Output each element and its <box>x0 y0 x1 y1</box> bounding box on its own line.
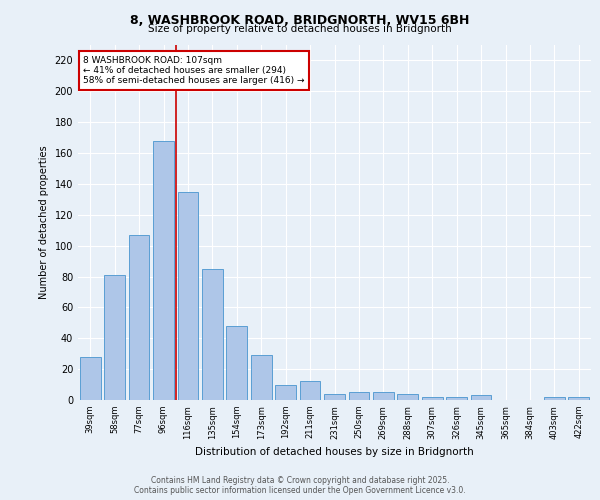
Text: 8 WASHBROOK ROAD: 107sqm
← 41% of detached houses are smaller (294)
58% of semi-: 8 WASHBROOK ROAD: 107sqm ← 41% of detach… <box>83 56 305 86</box>
Bar <box>397 394 418 400</box>
Bar <box>349 392 370 400</box>
Bar <box>275 384 296 400</box>
Bar <box>128 235 149 400</box>
Bar <box>153 140 174 400</box>
Text: 8, WASHBROOK ROAD, BRIDGNORTH, WV15 6BH: 8, WASHBROOK ROAD, BRIDGNORTH, WV15 6BH <box>130 14 470 27</box>
Bar <box>251 355 272 400</box>
X-axis label: Distribution of detached houses by size in Bridgnorth: Distribution of detached houses by size … <box>195 447 474 457</box>
Bar <box>422 397 443 400</box>
Bar <box>202 269 223 400</box>
Bar <box>568 397 589 400</box>
Y-axis label: Number of detached properties: Number of detached properties <box>39 146 49 300</box>
Bar <box>226 326 247 400</box>
Bar <box>324 394 345 400</box>
Text: Size of property relative to detached houses in Bridgnorth: Size of property relative to detached ho… <box>148 24 452 34</box>
Bar <box>80 357 101 400</box>
Bar <box>373 392 394 400</box>
Bar <box>544 397 565 400</box>
Bar <box>299 382 320 400</box>
Bar <box>178 192 199 400</box>
Bar <box>104 275 125 400</box>
Text: Contains HM Land Registry data © Crown copyright and database right 2025.
Contai: Contains HM Land Registry data © Crown c… <box>134 476 466 495</box>
Bar <box>446 397 467 400</box>
Bar <box>470 396 491 400</box>
